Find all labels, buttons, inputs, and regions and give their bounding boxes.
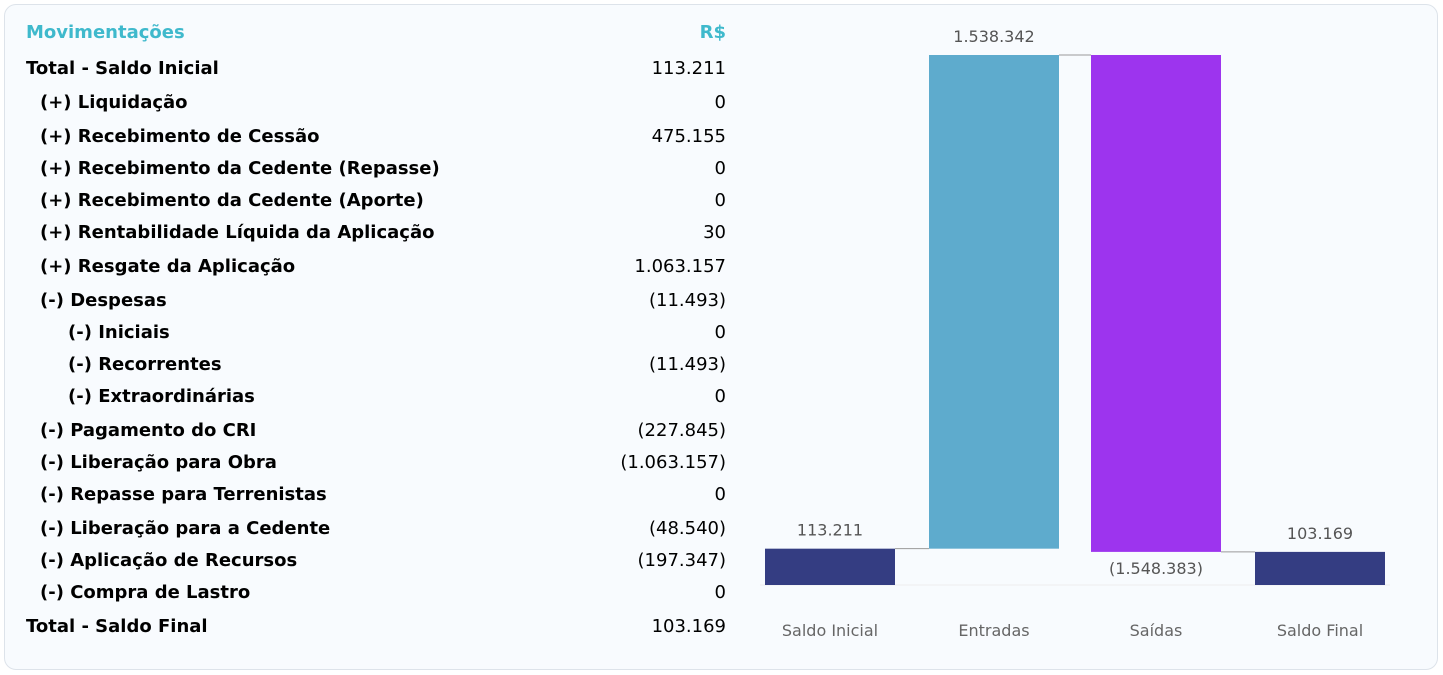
table-row: (-) Liberação para a Cedente (48.540) bbox=[26, 514, 726, 544]
table-row-value: 1.063.157 bbox=[634, 256, 726, 277]
table-row: (+) Recebimento de Cessão 475.155 bbox=[26, 122, 726, 152]
table-row: (-) Recorrentes (11.493) bbox=[26, 350, 726, 380]
table-row-label: (-) Extraordinárias bbox=[68, 386, 255, 407]
table-row-label: (-) Repasse para Terrenistas bbox=[40, 484, 327, 505]
table-row-value: 113.211 bbox=[651, 58, 726, 79]
data-label: 113.211 bbox=[797, 521, 863, 540]
table-row-label: (-) Liberação para Obra bbox=[40, 452, 277, 473]
table-row-value: 0 bbox=[714, 92, 726, 113]
table-header-label: Movimentações bbox=[26, 22, 185, 43]
table-row-label: (-) Pagamento do CRI bbox=[40, 420, 257, 441]
table-row-value: 0 bbox=[714, 582, 726, 603]
table-row-label: (+) Recebimento da Cedente (Repasse) bbox=[40, 158, 440, 179]
table-row-label: (+) Recebimento de Cessão bbox=[40, 126, 320, 147]
table-row-value: (227.845) bbox=[637, 420, 726, 441]
table-row-value: 30 bbox=[703, 222, 726, 243]
data-label: 103.169 bbox=[1287, 524, 1353, 543]
table-row: (-) Extraordinárias 0 bbox=[26, 382, 726, 412]
x-tick-label: Saldo Inicial bbox=[782, 621, 878, 640]
table-row-label: (+) Liquidação bbox=[40, 92, 188, 113]
table-row-label: Total - Saldo Final bbox=[26, 616, 208, 637]
bar-entradas[interactable] bbox=[929, 55, 1059, 549]
table-row-value: 475.155 bbox=[651, 126, 726, 147]
data-label: (1.548.383) bbox=[1109, 559, 1203, 578]
table-row-value: (48.540) bbox=[648, 518, 726, 539]
table-row: (-) Compra de Lastro 0 bbox=[26, 578, 726, 608]
table-row-label: (+) Rentabilidade Líquida da Aplicação bbox=[40, 222, 435, 243]
table-row: (-) Liberação para Obra (1.063.157) bbox=[26, 448, 726, 478]
bar-saldo-inicial[interactable] bbox=[765, 548, 895, 585]
table-header-value: R$ bbox=[699, 22, 726, 43]
table-row: (-) Iniciais 0 bbox=[26, 318, 726, 348]
table-row-label: (-) Iniciais bbox=[68, 322, 170, 343]
table-row: (+) Recebimento da Cedente (Repasse) 0 bbox=[26, 154, 726, 184]
table-row: (+) Recebimento da Cedente (Aporte) 0 bbox=[26, 186, 726, 216]
table-row-label: (-) Recorrentes bbox=[68, 354, 222, 375]
table-row-label: (-) Liberação para a Cedente bbox=[40, 518, 331, 539]
bar-sa-das[interactable] bbox=[1091, 55, 1221, 552]
table-row-value: 0 bbox=[714, 322, 726, 343]
table-row-label: (+) Recebimento da Cedente (Aporte) bbox=[40, 190, 424, 211]
x-tick-label: Entradas bbox=[958, 621, 1029, 640]
table-row-label: (-) Aplicação de Recursos bbox=[40, 550, 298, 571]
table-row: (+) Liquidação 0 bbox=[26, 88, 726, 118]
data-label: 1.538.342 bbox=[953, 27, 1034, 46]
table-row: Total - Saldo Final 103.169 bbox=[26, 612, 726, 642]
x-tick-label: Saldo Final bbox=[1277, 621, 1363, 640]
table-row-label: Total - Saldo Inicial bbox=[26, 58, 219, 79]
table-row: (-) Despesas (11.493) bbox=[26, 286, 726, 316]
table-row: (-) Repasse para Terrenistas 0 bbox=[26, 480, 726, 510]
table-row-value: 103.169 bbox=[651, 616, 726, 637]
table-row-value: (1.063.157) bbox=[620, 452, 726, 473]
table-row-label: (-) Despesas bbox=[40, 290, 167, 311]
table-header: Movimentações R$ bbox=[26, 18, 726, 48]
table-row: (+) Rentabilidade Líquida da Aplicação 30 bbox=[26, 218, 726, 248]
table-row-value: 0 bbox=[714, 386, 726, 407]
table-row-value: 0 bbox=[714, 484, 726, 505]
table-row-label: (-) Compra de Lastro bbox=[40, 582, 251, 603]
table-row: (+) Resgate da Aplicação 1.063.157 bbox=[26, 252, 726, 282]
table-row-value: 0 bbox=[714, 158, 726, 179]
bar-saldo-final[interactable] bbox=[1255, 551, 1385, 585]
table-row-label: (+) Resgate da Aplicação bbox=[40, 256, 296, 277]
table-row-value: (11.493) bbox=[648, 290, 726, 311]
table-row: (-) Pagamento do CRI (227.845) bbox=[26, 416, 726, 446]
x-tick-label: Saídas bbox=[1130, 621, 1183, 640]
table-row: (-) Aplicação de Recursos (197.347) bbox=[26, 546, 726, 576]
table-row-value: (11.493) bbox=[648, 354, 726, 375]
table-row-value: (197.347) bbox=[637, 550, 726, 571]
waterfall-chart: 113.211 1.538.342 (1.548.383) 103.169 Saldo … bbox=[760, 27, 1390, 640]
table-row-value: 0 bbox=[714, 190, 726, 211]
table-row: Total - Saldo Inicial 113.211 bbox=[26, 54, 726, 84]
